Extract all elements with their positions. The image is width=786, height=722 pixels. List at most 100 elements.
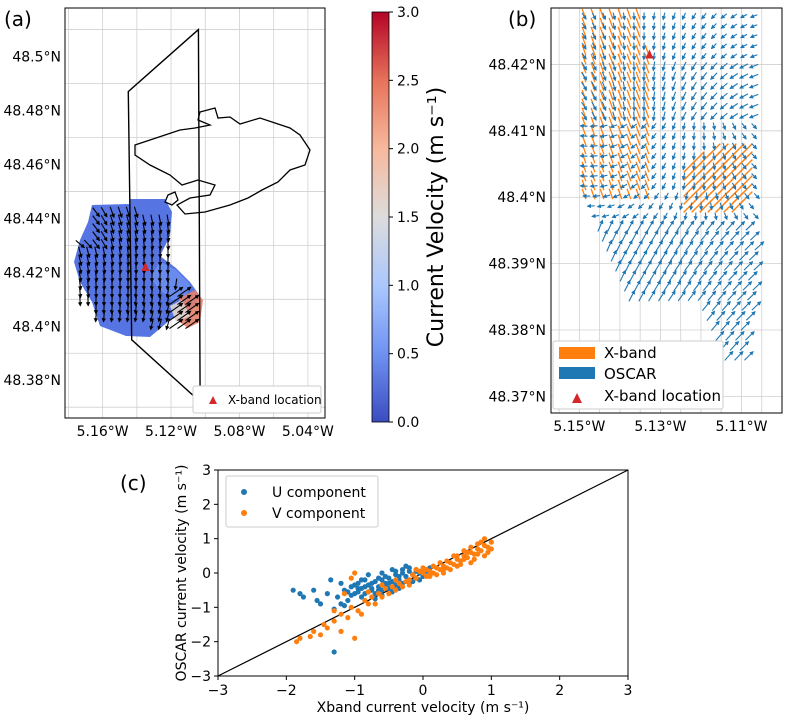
panel-b-oscar-arrow [661,122,667,131]
panel-a-arrow [149,286,154,299]
panel-b-oscar-arrow [690,71,697,81]
panel-b-oscar-arrow [602,52,607,61]
panel-a-arrow [94,254,99,267]
panel-b-oscar-arrow [730,230,740,241]
panel-b-oscar-arrow [619,143,628,149]
panel-b-oscar-arrow [710,102,718,111]
panel-b-xband-arrow [626,98,632,110]
panel-b-oscar-arrow [711,182,717,191]
panel-b-oscar-arrow [721,132,727,141]
panel-b-oscar-arrow [710,320,720,331]
panel-b-oscar-arrow [736,310,746,321]
panel-b-xband-arrow [608,98,614,110]
panel-a-arrow [78,262,83,275]
panel-b-xband-arrow [626,53,632,65]
panel-b-oscar-arrow [671,71,677,82]
panel-b-xband-arrow [644,134,650,146]
panel-b-xband-arrow [608,188,614,200]
panel-b-oscar-arrow [661,42,667,51]
panel-b-oscar-arrow [642,213,649,220]
panel-b-oscar-arrow [743,260,754,271]
panel-b-oscar-arrow [719,102,728,110]
panel-b-oscar-arrow [710,33,717,40]
panel-b-oscar-arrow [737,290,747,301]
panel-b-oscar-arrow [609,174,618,179]
panel-a-label: (a) [4,7,32,31]
panel-b-oscar-arrow [616,239,623,252]
panel-a-arrow [185,318,200,330]
panel-b-oscar-arrow [748,93,759,99]
panel-b-oscar-arrow [651,91,657,102]
panel-b-oscar-arrow [694,260,703,272]
panel-a-y-tick-label: 48.4°N [12,319,61,335]
panel-b-oscar-arrow [744,192,750,200]
panel-b-oscar-arrow [581,12,587,20]
panel-c-point-v [348,575,354,581]
colorbar-tick-label: 1.5 [397,210,419,226]
panel-b-frame [550,7,783,414]
panel-a-arrow [158,222,163,235]
panel-b-oscar-arrow [702,300,711,312]
panel-a-arrow [142,214,147,227]
panel-b-xband-arrow [581,161,587,173]
panel-a-arrow [133,206,139,219]
panel-a-arrow [118,222,123,235]
panel-b-oscar-arrow [711,300,721,311]
panel-b-oscar-arrow [713,212,718,221]
panel-a-arrow [149,278,155,291]
panel-b-oscar-arrow [710,112,718,121]
panel-b-xband-arrow [635,53,641,65]
panel-b-oscar-arrow [746,311,756,321]
panel-b-oscar-arrow [711,142,717,151]
panel-b-xband-arrow [626,152,632,164]
panel-c-point-u [334,594,341,600]
panel-a-arrow [118,238,123,251]
panel-b-oscar-arrow [609,184,618,189]
panel-b-oscar-arrow [700,102,708,111]
panel-c-point-v [379,594,385,600]
panel-b-oscar-arrow [731,142,737,151]
panel-b-oscar-arrow [581,81,588,91]
panel-b-xband-arrow [599,143,605,155]
panel-b-oscar-arrow [602,32,607,41]
panel-b-oscar-arrow [681,32,687,41]
panel-c-legend-u-marker [241,489,247,495]
panel-b-oscar-arrow [611,214,620,219]
panel-c-point-v [488,539,494,545]
panel-b-oscar-arrow [621,52,627,61]
panel-b-oscar-arrow [651,22,657,31]
panel-b-oscar-arrow [740,320,751,331]
panel-b-oscar-arrow [729,113,739,120]
panel-b-oscar-arrow [725,220,735,231]
panel-b-oscar-arrow [679,250,688,262]
panel-a-arrow [86,262,91,275]
panel-b-oscar-arrow [691,122,697,131]
panel-b-oscar-arrow [623,279,631,292]
panel-b-oscar-arrow [622,91,627,102]
panel-b-oscar-arrow [727,290,737,301]
panel-b-oscar-arrow [684,260,693,272]
panel-b-oscar-arrow [671,101,677,112]
panel-b-y-tick-label: 48.38°N [488,323,546,339]
panel-c-y-tick-label: −2 [190,635,211,651]
panel-b-oscar-arrow [720,23,728,29]
panel-b-xband-arrow [590,143,596,155]
panel-c-x-tick-label: 2 [555,683,564,699]
panel-c-point-v [406,582,412,588]
panel-b-xband-arrow [626,8,632,20]
panel-b-oscar-arrow [671,81,677,92]
panel-b-xband-arrow [644,107,650,119]
panel-a-arrow [94,262,99,275]
panel-b-xband-arrow [617,80,623,92]
panel-b-oscar-arrow [664,260,673,272]
panel-b-xband-arrow [635,44,641,56]
panel-b-oscar-arrow [637,203,645,210]
panel-a-arrow [94,270,99,283]
panel-a-arrow [158,214,163,227]
panel-c-point-u [297,591,303,597]
panel-b-oscar-arrow [609,134,618,139]
panel-b-legend-oscar-label: OSCAR [604,365,657,383]
panel-c-point-u [331,649,337,655]
panel-b-oscar-arrow [698,270,708,282]
panel-b-oscar-arrow [743,212,749,220]
